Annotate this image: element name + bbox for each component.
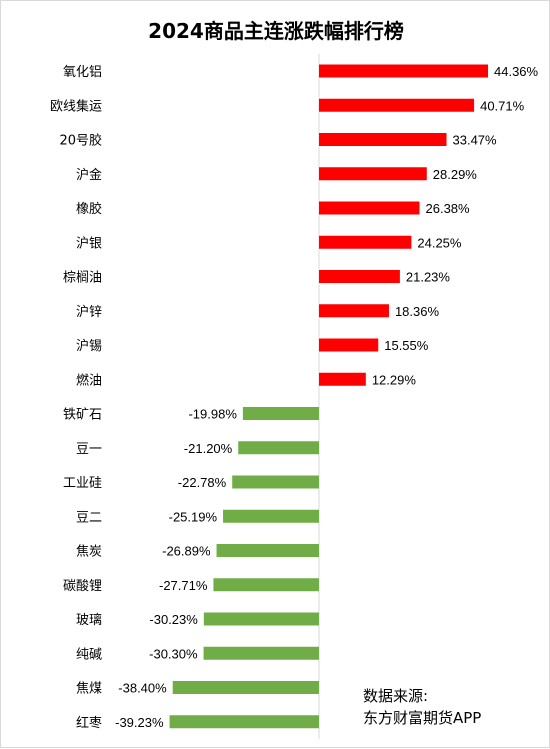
bar-positive xyxy=(319,338,379,352)
bar-positive xyxy=(319,235,412,249)
category-label: 沪金 xyxy=(76,167,102,183)
bar-positive xyxy=(319,167,427,181)
data-label: 44.36% xyxy=(494,64,539,79)
category-label: 焦炭 xyxy=(76,545,102,560)
bar-positive xyxy=(319,304,389,318)
bar-positive xyxy=(319,64,488,78)
category-label: 纯碱 xyxy=(76,647,102,662)
data-label: 40.71% xyxy=(480,98,525,113)
data-label: 26.38% xyxy=(426,201,471,216)
data-label: 12.29% xyxy=(372,372,417,387)
bar-negative xyxy=(203,612,319,626)
bar-negative xyxy=(238,441,319,455)
bar-negative xyxy=(242,407,319,420)
data-label: -25.19% xyxy=(169,509,218,524)
data-label: -22.78% xyxy=(178,475,227,490)
data-label: 28.29% xyxy=(433,167,478,182)
data-label: -21.20% xyxy=(184,441,233,456)
category-label: 碳酸锂 xyxy=(63,579,102,594)
bar-positive xyxy=(319,372,366,386)
bar-negative xyxy=(203,646,319,660)
category-label: 铁矿石 xyxy=(63,408,102,423)
category-label: 沪锡 xyxy=(76,338,102,354)
data-label: -30.30% xyxy=(149,646,198,661)
data-label: 15.55% xyxy=(384,338,429,353)
category-label: 橡胶 xyxy=(76,201,102,217)
category-label: 焦煤 xyxy=(76,682,102,697)
category-label: 沪银 xyxy=(76,235,102,251)
category-label: 棕榈油 xyxy=(63,271,102,286)
category-label: 20号胶 xyxy=(59,133,102,149)
bar-negative xyxy=(223,509,319,523)
bar-negative xyxy=(232,475,319,489)
data-label: -38.40% xyxy=(118,681,167,696)
category-label: 燃油 xyxy=(76,372,102,388)
data-label: 33.47% xyxy=(453,133,498,148)
data-label: 24.25% xyxy=(417,235,462,250)
bar-negative xyxy=(216,544,319,557)
bar-positive xyxy=(319,98,475,112)
source-note: 数据来源: 东方财富期货APP xyxy=(363,685,481,729)
bar-negative xyxy=(172,681,319,694)
category-label: 工业硅 xyxy=(63,476,102,491)
data-label: 21.23% xyxy=(406,270,451,285)
source-note-line-2: 东方财富期货APP xyxy=(363,709,482,727)
bar-negative xyxy=(169,715,319,729)
category-label: 玻璃 xyxy=(76,613,102,628)
data-label: -30.23% xyxy=(149,612,198,627)
category-label: 豆二 xyxy=(76,510,102,525)
category-label: 红枣 xyxy=(76,715,102,731)
bar-positive xyxy=(319,270,400,283)
category-label: 欧线集运 xyxy=(50,98,102,114)
bar-positive xyxy=(319,133,447,146)
category-label: 豆一 xyxy=(76,442,102,457)
bar-negative xyxy=(213,578,319,592)
bar-positive xyxy=(319,201,420,215)
chart-title: 2024商品主连涨跌幅排行榜 xyxy=(148,19,404,43)
data-label: -39.23% xyxy=(115,715,164,730)
data-label: -27.71% xyxy=(159,578,208,593)
category-label: 沪锌 xyxy=(76,304,102,320)
data-label: -19.98% xyxy=(188,407,237,422)
data-label: -26.89% xyxy=(162,544,211,559)
source-note-line-1: 数据来源: xyxy=(363,687,429,705)
category-label: 氧化铝 xyxy=(63,65,102,80)
data-label: 18.36% xyxy=(395,304,440,319)
